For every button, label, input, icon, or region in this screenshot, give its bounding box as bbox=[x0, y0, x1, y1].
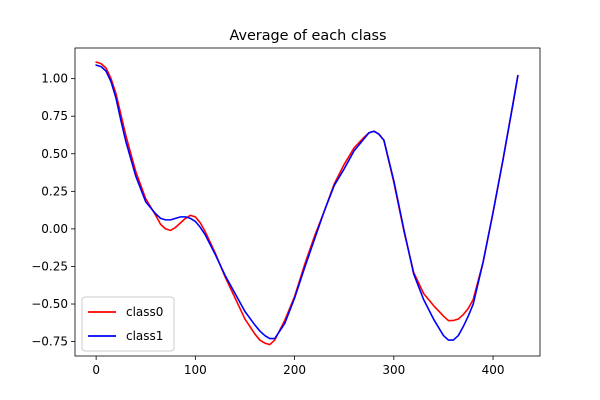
y-tick-label: −0.25 bbox=[31, 259, 68, 273]
x-tick-label: 400 bbox=[482, 363, 505, 377]
chart-title: Average of each class bbox=[229, 28, 386, 44]
y-tick-label: −0.75 bbox=[31, 335, 68, 349]
x-tick-label: 300 bbox=[382, 363, 405, 377]
x-tick-label: 200 bbox=[283, 363, 306, 377]
x-tick-label: 0 bbox=[92, 363, 100, 377]
y-tick-label: −0.50 bbox=[31, 297, 68, 311]
plot-lines bbox=[95, 61, 519, 346]
x-tick-label: 100 bbox=[184, 363, 207, 377]
series-line-class0 bbox=[95, 61, 519, 346]
y-axis-ticks: −0.75 −0.50 −0.25 0.00 0.25 0.50 0.75 1.00 bbox=[31, 72, 75, 349]
legend-box bbox=[81, 296, 175, 352]
legend-label-class1: class1 bbox=[126, 329, 163, 343]
y-tick-label: 0.50 bbox=[41, 147, 68, 161]
y-tick-label: 0.00 bbox=[41, 222, 68, 236]
y-tick-label: 1.00 bbox=[41, 72, 68, 86]
y-tick-label: 0.75 bbox=[41, 109, 68, 123]
legend: class0 class1 bbox=[81, 296, 175, 352]
y-tick-label: 0.25 bbox=[41, 184, 68, 198]
x-axis-ticks: 0 100 200 300 400 bbox=[92, 356, 505, 377]
legend-label-class0: class0 bbox=[126, 305, 163, 319]
series-line-class1 bbox=[95, 64, 519, 341]
plot-frame bbox=[74, 47, 541, 357]
